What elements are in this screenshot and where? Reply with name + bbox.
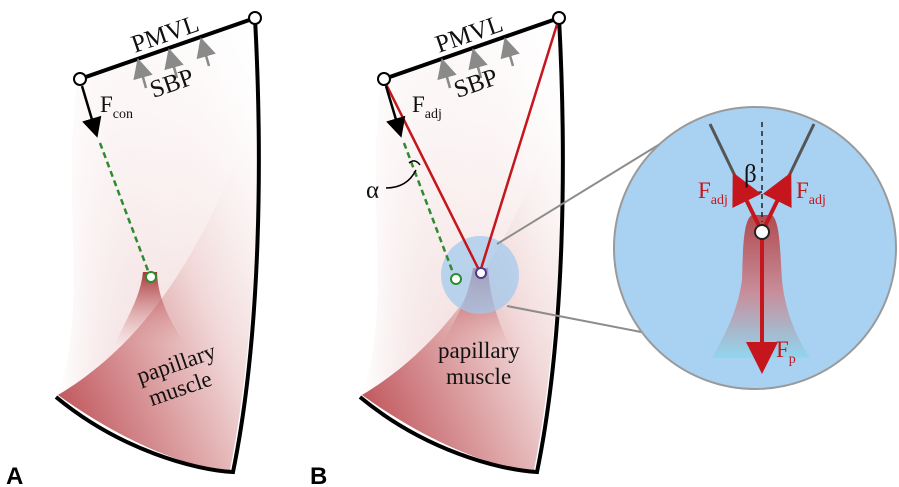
hinge-left-b [377, 72, 391, 86]
hinge-right-b [552, 11, 566, 25]
panel-letter-b: B [310, 463, 327, 487]
zoom-right-force-main: F [796, 178, 809, 203]
ventricle-fade-a [58, 18, 255, 395]
muscle-label-line2-b: muscle [446, 364, 511, 389]
alpha-pointer [385, 169, 417, 189]
papillary-muscle-a [115, 272, 185, 345]
zoom-connector-top [496, 143, 661, 245]
attachment-point-old-b [450, 273, 462, 285]
force-con-main: F [100, 92, 113, 117]
alpha-arc [408, 160, 421, 166]
force-adj-label-b: Fadj [412, 92, 442, 122]
attachment-point-a [145, 271, 157, 283]
panel-a: PMVL SBP Fcon papillary muscle A [6, 10, 262, 487]
alpha-label: α [366, 177, 379, 204]
force-con-sub: con [113, 107, 133, 122]
ventricle-wall-b [358, 17, 565, 475]
beta-label: β [744, 161, 757, 188]
zoom-bottom-force-sub: p [789, 352, 796, 367]
panel-letter-a: A [6, 463, 23, 487]
zoom-left-force-main: F [698, 178, 711, 203]
hinge-right-a [248, 11, 262, 25]
zoom-bottom-force-label: Fp [776, 337, 796, 367]
chord-red-right-b [478, 17, 561, 273]
force-adj-main-b: F [412, 92, 425, 117]
pressure-arrows-b [437, 37, 520, 89]
force-con-label: Fcon [100, 92, 133, 122]
muscle-label-line1-b: papillary [438, 338, 520, 363]
zoom-left-force-label: Fadj [698, 178, 728, 208]
ventricle-wall-a [54, 17, 261, 475]
force-adj-arrow-b [384, 85, 406, 138]
attachment-point-new-b [475, 267, 487, 279]
chord-green-a [98, 142, 152, 277]
zoom-force-right-arrow [760, 172, 792, 233]
zoom-right-force-sub: adj [809, 193, 826, 208]
hinge-left-a [73, 72, 87, 86]
chord-green-b [402, 142, 457, 279]
force-adj-sub-b: adj [425, 107, 442, 122]
zoom-right-force-label: Fadj [796, 178, 826, 208]
panel-b: PMVL SBP Fadj α papillary muscle B [310, 10, 566, 487]
zoom-bottom-force-main: F [776, 337, 789, 362]
force-con-arrow [80, 85, 102, 138]
chord-red-left-b [382, 79, 482, 273]
zoom-attachment-point [754, 224, 770, 240]
ventricle-fade-b [362, 18, 559, 395]
zoom-force-left-arrow [732, 172, 764, 233]
zoom-left-force-sub: adj [711, 193, 728, 208]
pressure-arrows-a [133, 37, 216, 89]
zoom-panel: β Fadj Fadj Fp [496, 106, 897, 390]
